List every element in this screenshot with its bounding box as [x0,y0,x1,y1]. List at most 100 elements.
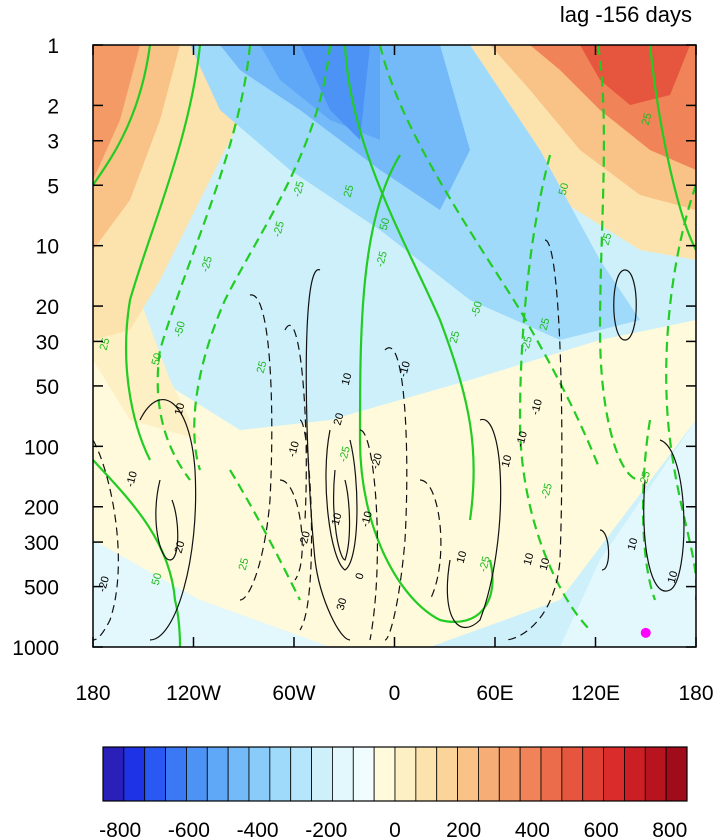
y-tick-label: 5 [47,175,59,198]
green-contour-dashed [156,45,252,481]
x-tick-label: 120E [571,682,620,705]
colorbar-swatch [165,746,187,802]
green-contour-dashed [518,154,591,631]
y-tick-label: 2 [47,95,59,118]
colorbar-tick-label: 200 [446,819,481,838]
x-tick-label: 60E [476,682,513,705]
colorbar-swatch [624,746,646,802]
black-contour-label: -10 [124,470,140,488]
colorbar-tick-label: -400 [237,819,279,838]
plot-frame [92,44,697,648]
colorbar-swatch [415,746,438,802]
colorbar-swatch [519,746,542,802]
green-contour-label: 25 [98,337,113,352]
green-contour-solid [93,459,182,647]
colorbar-swatch [582,746,604,802]
green-contour-label: 50 [557,182,572,197]
black-contour-label: -10 [397,360,413,378]
green-contour-label: -25 [477,555,493,573]
colorbar-tick-label: 600 [584,819,619,838]
y-tick-label: 50 [36,376,59,399]
black-contour-dashed [284,324,307,521]
y-tick-label: 300 [24,532,59,555]
colorbar-swatch [540,746,563,802]
black-contour-solid [305,269,351,641]
green-contour-dashed [665,184,696,600]
colorbar-swatch [311,746,333,802]
black-contour-label: -20 [369,452,385,470]
colorbar-swatch [269,746,292,802]
colorbar-tick-label: -200 [305,819,347,838]
colorbar-swatch [186,746,208,802]
colorbar-swatch [206,746,229,802]
green-contour-solid [93,45,152,186]
black-contour-solid [643,439,685,592]
green-contour-label: -25 [291,180,307,198]
green-contour-dashed [596,45,641,482]
axis-labels: 180 120W 60W 0 60E 120E 1801235102030501002003… [12,35,713,705]
green-contour-label: 25 [255,360,270,375]
green-contour-label: -25 [374,250,390,268]
green-contour-label: 25 [640,112,655,127]
chart-title: lag -156 days [560,2,692,27]
colorbar-swatch [394,746,417,802]
black-contour-label: 10 [538,557,553,572]
black-contour-label: 10 [522,552,537,567]
black-contour-solid [333,469,351,561]
green-contour-label: -50 [172,320,188,338]
y-tick-label: 20 [36,296,59,319]
location-marker [640,627,651,638]
x-tick-label: 120W [166,682,221,705]
colorbar-swatch [352,746,375,802]
y-tick-label: 1000 [12,637,59,660]
x-tick-label: 180 [75,682,110,705]
field-cool-upper-4 [300,45,370,140]
black-contour-label: 10 [340,372,355,387]
colorbar-swatch [603,746,625,802]
green-contour-label: 25 [342,184,357,199]
black-contour-solid [325,429,358,571]
green-contour-solid [343,45,475,521]
green-contour-label: 50 [150,572,165,587]
green-contour-solid [648,45,696,251]
colorbar: -800 -600 -400 -200 0 200 400 600 800 [99,746,688,838]
green-contour-label: -25 [271,220,287,238]
y-tick-label: 30 [36,331,59,354]
green-contour-label: -25 [637,470,653,488]
field-cool-upper-2 [220,45,470,210]
field-warm-upper-left-3 [93,45,140,180]
black-contour-dashed [279,479,303,581]
black-contour-solid [139,399,197,641]
colorbar-swatch [436,746,458,802]
black-contour-label: -10 [286,440,302,458]
green-contour-label: 50 [378,217,393,232]
black-contour-label: 20 [173,540,188,555]
colorbar-tick-label: 400 [515,819,550,838]
green-contour-label: 25 [538,317,553,332]
green-contour-label: -25 [519,335,535,353]
black-contour-dashed [384,347,408,641]
colorbar-border [102,746,688,802]
green-contour-solid [125,45,202,461]
green-contour-label: 50 [150,352,165,367]
black-contour-dashed [419,479,442,601]
y-tick-label: 10 [36,236,59,259]
y-tick-label: 100 [24,436,59,459]
colorbar-swatch [102,746,125,802]
green-contour-label: -25 [337,445,353,463]
colorbar-tick-label: 800 [652,819,687,838]
green-contour-dashed [193,45,332,471]
black-contour-dashed [359,429,378,641]
black-contour-solid [446,419,502,629]
black-contour-label: 10 [455,550,470,565]
colorbar-swatch [144,746,166,802]
colorbar-tick-label: -800 [99,819,141,838]
black-contour-label: 20 [332,412,347,427]
colorbar-swatch [227,746,250,802]
black-contour-solid [613,269,637,341]
x-tick-label: 180 [678,682,713,705]
colorbar-tick-label: -600 [168,819,210,838]
colorbar-tick-label: 0 [389,819,401,838]
colorbar-swatch [478,746,500,802]
colorbar-swatch [561,746,584,802]
